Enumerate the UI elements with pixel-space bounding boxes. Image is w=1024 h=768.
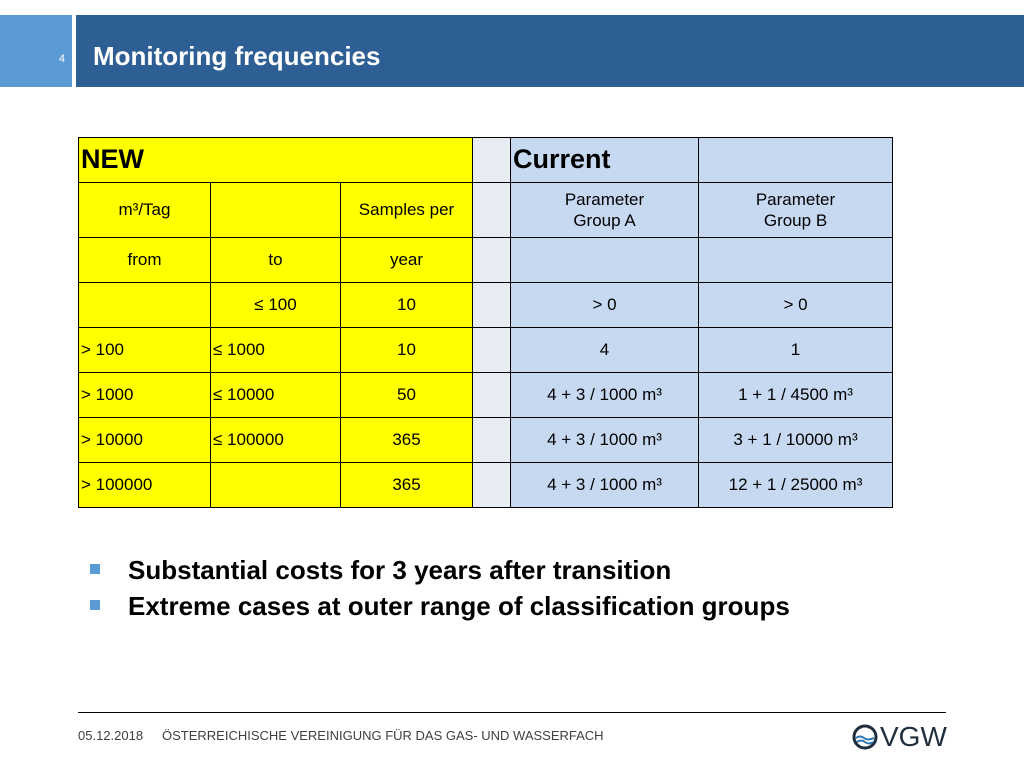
square-bullet-icon	[90, 600, 100, 610]
header-empty-cell	[698, 137, 893, 183]
separator-cell	[472, 372, 511, 418]
subheader-cell: m³/Tag	[78, 182, 211, 238]
separator-cell	[472, 282, 511, 328]
cell-to: ≤ 10000	[210, 372, 341, 418]
table-row: > 100 ≤ 1000 10 4 1	[78, 327, 893, 373]
table-row: ≤ 100 10 > 0 > 0	[78, 282, 893, 328]
cell-group-a: 4 + 3 / 1000 m³	[510, 462, 699, 508]
cell-group-b: 1 + 1 / 4500 m³	[698, 372, 893, 418]
table-subheader-row: from to year	[78, 237, 893, 283]
table-header-row: NEW Current	[78, 137, 893, 183]
cell-group-b: 12 + 1 / 25000 m³	[698, 462, 893, 508]
cell-from	[78, 282, 211, 328]
subheader-cell: Parameter Group B	[698, 182, 893, 238]
bullet-item: Extreme cases at outer range of classifi…	[90, 588, 790, 624]
subheader-cell: to	[210, 237, 341, 283]
separator-cell	[472, 327, 511, 373]
bullet-text: Substantial costs for 3 years after tran…	[128, 555, 672, 585]
bullet-item: Substantial costs for 3 years after tran…	[90, 552, 790, 588]
bullet-list: Substantial costs for 3 years after tran…	[90, 552, 790, 624]
subheader-cell: year	[340, 237, 473, 283]
cell-group-a: 4 + 3 / 1000 m³	[510, 417, 699, 463]
cell-group-a: 4	[510, 327, 699, 373]
cell-samples: 365	[340, 417, 473, 463]
separator-cell	[472, 137, 511, 183]
separator-cell	[472, 182, 511, 238]
separator-cell	[472, 417, 511, 463]
cell-samples: 10	[340, 327, 473, 373]
cell-from: > 100000	[78, 462, 211, 508]
separator-cell	[472, 237, 511, 283]
logo-text: VGW	[880, 721, 947, 752]
cell-to: ≤ 1000	[210, 327, 341, 373]
slide-number-box: 4	[0, 15, 72, 87]
header-current: Current	[510, 137, 699, 183]
square-bullet-icon	[90, 564, 100, 574]
bullet-text: Extreme cases at outer range of classifi…	[128, 591, 790, 621]
header-new: NEW	[78, 137, 473, 183]
cell-samples: 50	[340, 372, 473, 418]
cell-group-b: 3 + 1 / 10000 m³	[698, 417, 893, 463]
cell-to	[210, 462, 341, 508]
slide-number: 4	[58, 53, 65, 65]
ovgw-logo: VGW	[852, 721, 947, 752]
table-row: > 100000 365 4 + 3 / 1000 m³ 12 + 1 / 25…	[78, 462, 893, 508]
cell-to: ≤ 100	[210, 282, 341, 328]
footer-date: 05.12.2018	[78, 728, 144, 743]
cell-samples: 365	[340, 462, 473, 508]
cell-group-b: 1	[698, 327, 893, 373]
cell-group-a: 4 + 3 / 1000 m³	[510, 372, 699, 418]
cell-from: > 1000	[78, 372, 211, 418]
cell-from: > 10000	[78, 417, 211, 463]
footer-divider	[78, 712, 946, 713]
table-row: > 1000 ≤ 10000 50 4 + 3 / 1000 m³ 1 + 1 …	[78, 372, 893, 418]
cell-from: > 100	[78, 327, 211, 373]
subheader-cell	[510, 237, 699, 283]
monitoring-frequency-table: NEW Current m³/Tag Samples per Parameter…	[78, 137, 893, 508]
cell-group-b: > 0	[698, 282, 893, 328]
subheader-cell	[698, 237, 893, 283]
subheader-cell: from	[78, 237, 211, 283]
ovgw-logo-icon	[852, 724, 878, 750]
subheader-cell	[210, 182, 341, 238]
subheader-cell: Parameter Group A	[510, 182, 699, 238]
title-bar: Monitoring frequencies	[76, 15, 1024, 87]
separator-cell	[472, 462, 511, 508]
cell-group-a: > 0	[510, 282, 699, 328]
slide-title: Monitoring frequencies	[93, 41, 381, 71]
table-subheader-row: m³/Tag Samples per Parameter Group A Par…	[78, 182, 893, 238]
cell-samples: 10	[340, 282, 473, 328]
subheader-cell: Samples per	[340, 182, 473, 238]
table-row: > 10000 ≤ 100000 365 4 + 3 / 1000 m³ 3 +…	[78, 417, 893, 463]
cell-to: ≤ 100000	[210, 417, 341, 463]
footer-organization: ÖSTERREICHISCHE VEREINIGUNG FÜR DAS GAS-…	[162, 728, 604, 743]
